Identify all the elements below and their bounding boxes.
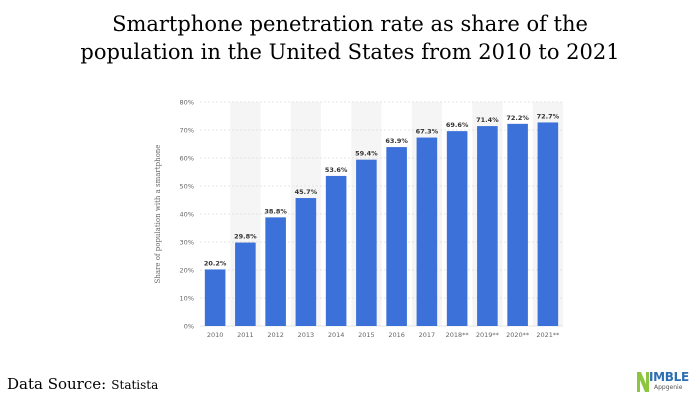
bar-2019 <box>477 126 498 326</box>
bar-2012 <box>265 217 286 326</box>
data-source-name: Statista <box>111 378 159 392</box>
logo-tagline: Appgenie <box>654 384 683 391</box>
y-tick-label: 30% <box>180 239 194 247</box>
bar-value-label: 71.4% <box>476 116 499 124</box>
x-tick-label: 2017 <box>419 331 436 339</box>
bar-value-label: 38.8% <box>264 207 287 215</box>
chart-title-line-1: Smartphone penetration rate as share of … <box>112 12 588 36</box>
bar-value-label: 20.2% <box>204 259 227 267</box>
bar-value-label: 72.2% <box>506 114 529 122</box>
bar-value-label: 63.9% <box>385 137 408 145</box>
y-tick-label: 80% <box>180 99 194 107</box>
y-tick-label: 10% <box>180 295 194 303</box>
x-tick-label: 2010 <box>207 331 224 339</box>
x-tick-label: 2019** <box>476 331 500 339</box>
bar-2021 <box>537 122 559 326</box>
bar-2020 <box>507 123 528 326</box>
bar-2011 <box>235 242 256 326</box>
x-tick-label: 2013 <box>298 331 315 339</box>
y-axis-label: Share of population with a smartphone <box>154 145 162 284</box>
bar-value-label: 53.6% <box>325 166 348 174</box>
chart-title-line-2: population in the United States from 201… <box>80 40 620 64</box>
y-tick-label: 50% <box>180 183 194 191</box>
data-source-label: Data Source: <box>7 375 107 393</box>
bar-2015 <box>356 159 377 326</box>
bar-value-label: 72.7% <box>537 112 560 120</box>
bar-2016 <box>386 147 407 326</box>
bar-2014 <box>325 175 347 326</box>
x-tick-label: 2021** <box>536 331 560 339</box>
bar-2018 <box>446 131 468 326</box>
bar-2010 <box>204 269 226 326</box>
bar-value-label: 59.4% <box>355 150 378 158</box>
data-source: Data Source: Statista <box>7 374 158 393</box>
x-tick-label: 2015 <box>358 331 375 339</box>
logo-n-icon <box>637 372 649 392</box>
y-tick-label: 40% <box>180 211 194 219</box>
bar-value-label: 45.7% <box>295 188 318 196</box>
bar-2013 <box>295 198 317 326</box>
x-tick-label: 2018** <box>446 331 470 339</box>
chart-title: Smartphone penetration rate as share of … <box>0 10 700 66</box>
bar-2017 <box>416 137 438 326</box>
y-tick-label: 60% <box>180 155 194 163</box>
y-tick-label: 0% <box>184 323 194 331</box>
x-tick-label: 2020** <box>506 331 530 339</box>
bar-value-label: 29.8% <box>234 233 257 241</box>
logo-name: IMBLE <box>649 370 689 384</box>
x-tick-label: 2016 <box>388 331 405 339</box>
x-tick-label: 2011 <box>237 331 254 339</box>
y-tick-label: 70% <box>180 127 194 135</box>
bar-value-label: 69.6% <box>446 121 469 129</box>
x-tick-label: 2014 <box>328 331 345 339</box>
x-tick-label: 2012 <box>267 331 284 339</box>
bar-value-label: 67.3% <box>416 128 439 136</box>
nimble-appgenie-logo: IMBLE Appgenie <box>636 370 696 394</box>
y-tick-label: 20% <box>180 267 194 275</box>
